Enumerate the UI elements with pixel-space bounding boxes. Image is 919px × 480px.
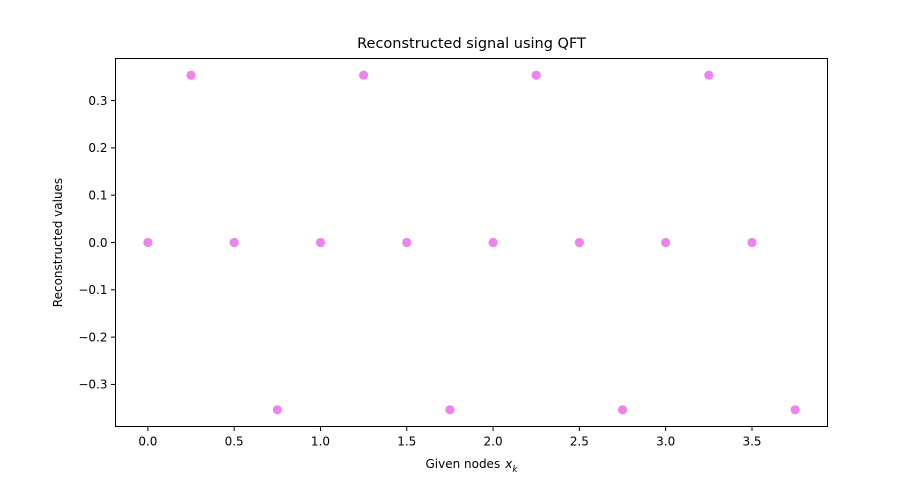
x-axis-title-text: Given nodes <box>425 457 500 471</box>
data-point <box>488 237 498 248</box>
y-tick-label: −0.1 <box>78 283 107 297</box>
x-tick-label: 0.0 <box>138 435 157 449</box>
y-axis-title: Reconstructed values <box>51 178 65 307</box>
y-axis-ticks: −0.3 −0.2 −0.1 0.0 0.1 0.2 0.3 <box>78 94 116 392</box>
data-point <box>790 405 800 415</box>
data-point <box>704 70 714 80</box>
data-point <box>143 237 153 248</box>
data-point <box>359 70 369 80</box>
data-point <box>574 237 584 248</box>
x-axis-symbol: x <box>504 457 513 471</box>
data-point <box>229 237 239 248</box>
y-tick-label: 0.3 <box>88 94 107 108</box>
y-tick-label: 0.0 <box>88 236 107 250</box>
x-tick-label: 0.5 <box>225 435 244 449</box>
y-tick-label: 0.1 <box>88 188 107 202</box>
y-tick-label: −0.2 <box>78 330 107 344</box>
data-point <box>445 405 455 415</box>
x-tick-label: 2.0 <box>484 435 503 449</box>
data-point <box>272 405 282 415</box>
data-point <box>186 70 196 80</box>
y-tick-label: −0.3 <box>78 378 107 392</box>
x-axis-title: Given nodes xk <box>425 457 518 475</box>
x-axis-subscript: k <box>512 465 518 475</box>
chart-title: Reconstructed signal using QFT <box>357 36 586 52</box>
x-tick-label: 3.0 <box>656 435 675 449</box>
data-point <box>531 70 541 80</box>
data-point <box>315 237 326 248</box>
x-axis-ticks: 0.0 0.5 1.0 1.5 2.0 2.5 3.0 3.5 <box>138 426 762 449</box>
y-tick-label: 0.2 <box>88 141 107 155</box>
data-point <box>402 237 412 248</box>
data-point <box>747 237 757 248</box>
data-points <box>143 70 800 415</box>
x-tick-label: 1.0 <box>311 435 330 449</box>
x-tick-label: 1.5 <box>397 435 416 449</box>
data-point <box>617 405 628 415</box>
data-point <box>661 237 671 248</box>
x-tick-label: 2.5 <box>570 435 589 449</box>
x-tick-label: 3.5 <box>742 435 761 449</box>
